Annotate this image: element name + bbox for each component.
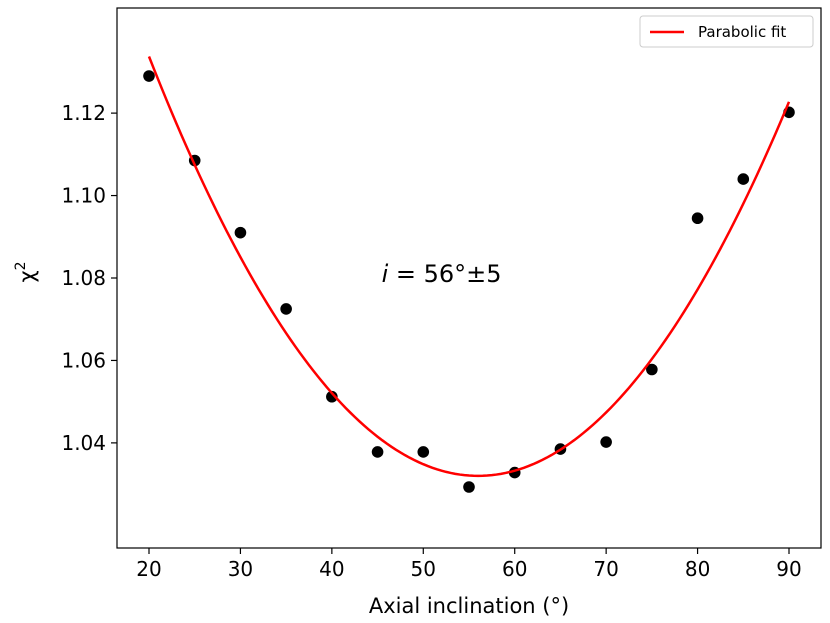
x-tick-label: 80 — [685, 557, 710, 581]
data-point — [417, 446, 430, 458]
x-tick-label: 40 — [319, 557, 344, 581]
y-tick-label: 1.10 — [61, 184, 106, 208]
x-tick-label: 50 — [411, 557, 436, 581]
y-tick-label: 1.12 — [61, 101, 106, 125]
x-tick-label: 90 — [776, 557, 801, 581]
legend-label-parabolic-fit: Parabolic fit — [698, 23, 786, 41]
data-points — [143, 70, 795, 493]
y-axis-title-symbol: χ — [15, 270, 39, 282]
data-point — [234, 226, 247, 239]
y-axis-title-superscript: 2 — [13, 261, 29, 270]
data-point — [326, 390, 338, 403]
x-tick-label: 60 — [502, 557, 527, 581]
data-point — [143, 70, 155, 82]
y-tick-label: 1.06 — [61, 348, 106, 372]
fit-curve-layer — [147, 56, 791, 478]
x-tick-label: 70 — [593, 557, 618, 581]
fit-curve — [147, 56, 791, 478]
annotation-italic: i — [382, 260, 389, 288]
ticks: 20 30 40 50 60 70 80 90 1.04 1.06 1.08 1.10 1.12 — [61, 101, 801, 581]
inclination-annotation: i = 56°±5 — [382, 260, 502, 288]
y-tick-label: 1.04 — [61, 431, 106, 455]
data-point — [371, 446, 384, 458]
x-tick-label: 20 — [136, 557, 161, 581]
legend: Parabolic fit — [639, 15, 814, 48]
data-point — [691, 212, 704, 225]
annotation-text: = 56°±5 — [388, 260, 501, 288]
y-tick-label: 1.08 — [61, 266, 106, 290]
data-point — [280, 303, 292, 315]
legend-box — [639, 15, 814, 48]
y-axis-title: χ2 — [13, 261, 39, 282]
data-point — [463, 481, 475, 493]
x-axis-title: Axial inclination (°) — [369, 594, 569, 618]
data-point — [646, 363, 658, 376]
x-tick-label: 30 — [228, 557, 253, 581]
data-point — [600, 436, 612, 448]
data-point — [737, 173, 750, 185]
